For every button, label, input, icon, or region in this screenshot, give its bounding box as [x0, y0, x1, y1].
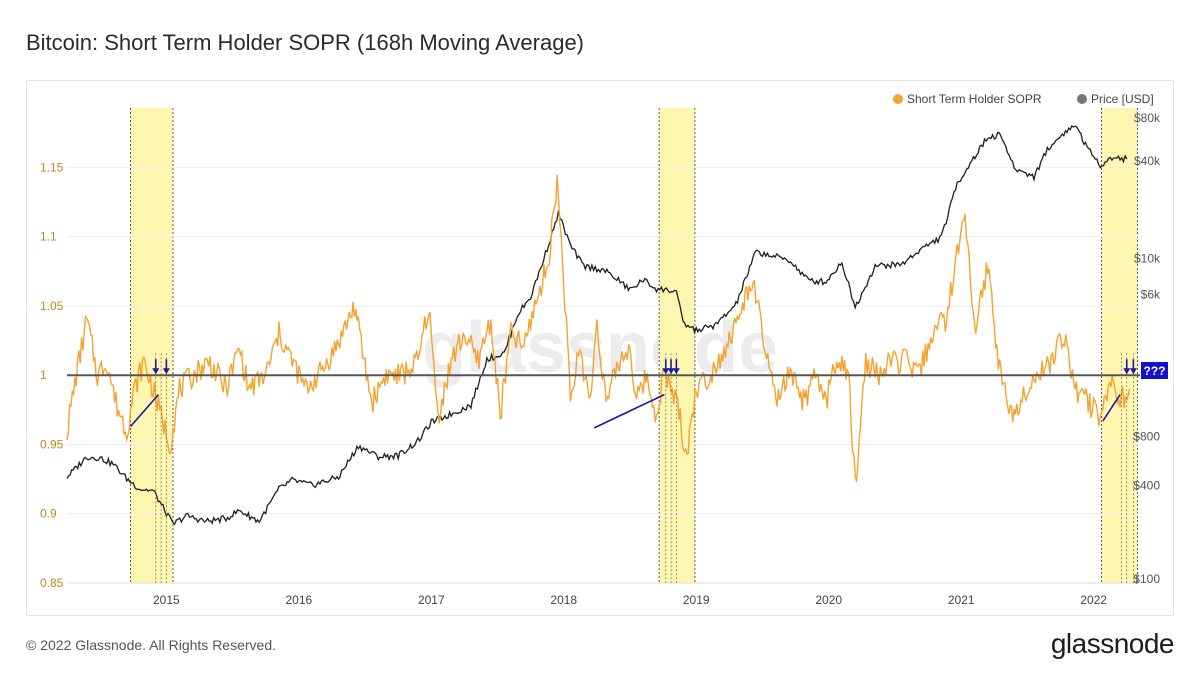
glassnode-logo[interactable]: glassnode: [1050, 628, 1175, 659]
right-tick-label: $800: [1133, 429, 1160, 443]
x-tick-label: 2015: [153, 593, 180, 607]
down-arrow-head: [1129, 368, 1137, 375]
question-badge-label: ???: [1144, 364, 1166, 378]
left-tick-label: 0.9: [40, 507, 57, 521]
trend-line: [1102, 394, 1121, 422]
down-arrow-head: [667, 368, 675, 375]
down-arrow-head: [162, 368, 170, 375]
chart-title: Bitcoin: Short Term Holder SOPR (168h Mo…: [26, 30, 585, 55]
x-tick-label: 2018: [550, 593, 577, 607]
trend-line: [593, 393, 665, 429]
right-tick-label: $40k: [1134, 154, 1161, 168]
grid-lines: [67, 166, 1140, 584]
right-axis-ticks: $80k $40k $10k $6k $800 $400 $100: [1133, 111, 1161, 586]
legend-price-swatch: [1077, 94, 1087, 104]
legend: Short Term Holder SOPR Price [USD]: [893, 92, 1154, 106]
highlight-bands: [130, 108, 1138, 583]
chart-frame: [26, 80, 1174, 616]
highlight-band: [659, 108, 695, 583]
x-tick-label: 2016: [285, 593, 312, 607]
x-tick-label: 2022: [1080, 593, 1107, 607]
price-series: [66, 124, 1128, 526]
down-arrow-head: [152, 368, 160, 375]
copyright-notice: © 2022 Glassnode. All Rights Reserved.: [26, 637, 277, 653]
left-tick-label: 0.95: [40, 437, 64, 451]
legend-sopr-swatch: [893, 94, 903, 104]
right-tick-label: $10k: [1134, 252, 1161, 266]
highlight-band: [1101, 108, 1138, 583]
highlight-band: [130, 108, 173, 583]
x-axis-ticks: 2015 2016 2017 2018 2019 2020 2021 2022: [153, 593, 1107, 607]
right-tick-label: $400: [1133, 478, 1160, 492]
x-tick-label: 2019: [683, 593, 710, 607]
left-tick-label: 1.1: [40, 230, 57, 244]
question-badge: ???: [1141, 362, 1168, 379]
x-tick-label: 2020: [815, 593, 842, 607]
price-line: [66, 124, 1128, 526]
legend-price-label[interactable]: Price [USD]: [1091, 92, 1154, 106]
annotations: [129, 353, 1137, 583]
left-axis-ticks: 1.15 1.1 1.05 1 0.95 0.9 0.85: [40, 160, 64, 590]
x-tick-label: 2017: [418, 593, 445, 607]
down-arrow-head: [662, 368, 670, 375]
x-tick-label: 2021: [948, 593, 975, 607]
right-tick-label: $100: [1133, 572, 1160, 586]
legend-sopr-label[interactable]: Short Term Holder SOPR: [907, 92, 1042, 106]
trend-line: [129, 394, 160, 427]
left-tick-label: 0.85: [40, 576, 64, 590]
left-tick-label: 1.15: [40, 160, 64, 174]
left-tick-label: 1: [40, 368, 47, 382]
down-arrow-head: [672, 368, 680, 375]
right-tick-label: $6k: [1141, 288, 1161, 302]
left-tick-label: 1.05: [40, 299, 64, 313]
down-arrow-head: [1123, 368, 1131, 375]
sopr-line: [66, 174, 1131, 483]
question-badge-bg: [1141, 362, 1168, 379]
sopr-series: [66, 174, 1131, 483]
right-tick-label: $80k: [1134, 111, 1161, 125]
